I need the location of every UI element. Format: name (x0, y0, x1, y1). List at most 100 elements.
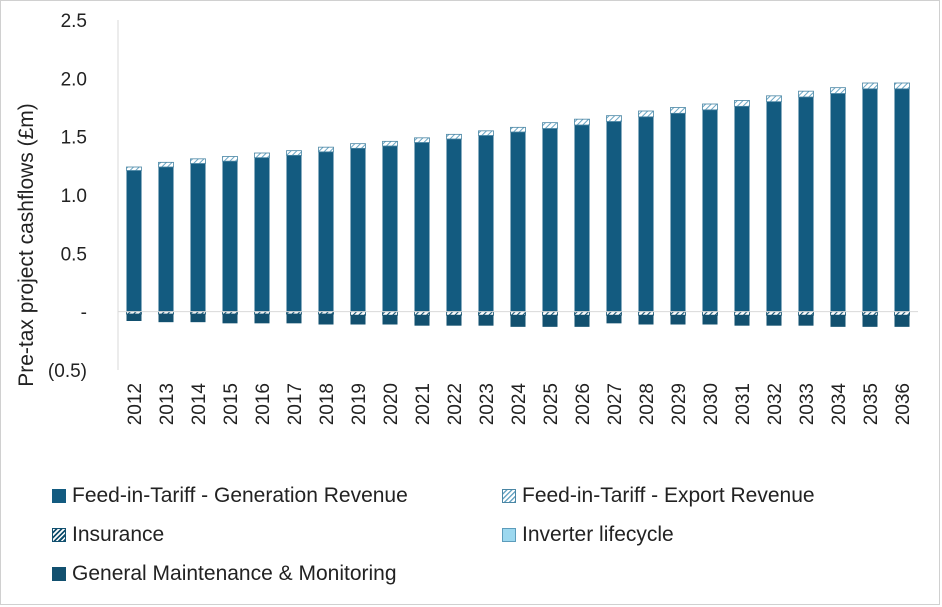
bar-feed-in-tariff-export-revenue-2028 (638, 110, 654, 118)
bar-general-maintenance-monitoring-2034 (830, 315, 846, 327)
y-tick-label: 0.5 (61, 244, 87, 265)
x-tick-label: 2013 (157, 383, 178, 425)
bar-general-maintenance-monitoring-2023 (478, 315, 494, 326)
bar-insurance-2032 (766, 311, 782, 316)
bar-general-maintenance-monitoring-2027 (606, 315, 622, 324)
bar-general-maintenance-monitoring-2014 (190, 314, 206, 323)
bar-feed-in-tariff-export-revenue-2032 (766, 95, 782, 103)
x-tick-label: 2025 (541, 383, 562, 425)
bar-feed-in-tariff-generation-revenue-2029 (670, 113, 686, 312)
bar-feed-in-tariff-export-revenue-2014 (190, 158, 206, 164)
x-tick-label: 2023 (477, 383, 498, 425)
bar-feed-in-tariff-export-revenue-2019 (350, 143, 366, 149)
bar-feed-in-tariff-generation-revenue-2023 (478, 135, 494, 312)
x-tick-label: 2030 (701, 383, 722, 425)
bar-general-maintenance-monitoring-2016 (254, 314, 270, 324)
bar-feed-in-tariff-export-revenue-2029 (670, 107, 686, 114)
bar-general-maintenance-monitoring-2024 (510, 315, 526, 327)
bar-feed-in-tariff-export-revenue-2034 (830, 87, 846, 94)
bar-feed-in-tariff-generation-revenue-2030 (702, 109, 718, 312)
bar-feed-in-tariff-generation-revenue-2024 (510, 132, 526, 312)
legend-item-export-revenue: Feed-in-Tariff - Export Revenue (502, 484, 815, 508)
bar-feed-in-tariff-generation-revenue-2017 (286, 155, 302, 312)
bar-insurance-2020 (382, 311, 398, 316)
bar-insurance-2026 (574, 311, 590, 316)
bar-feed-in-tariff-generation-revenue-2036 (894, 88, 910, 312)
bar-feed-in-tariff-generation-revenue-2033 (798, 97, 814, 312)
bar-feed-in-tariff-generation-revenue-2015 (222, 161, 238, 312)
bar-feed-in-tariff-generation-revenue-2021 (414, 142, 430, 312)
bar-feed-in-tariff-export-revenue-2026 (574, 118, 590, 126)
bar-feed-in-tariff-generation-revenue-2013 (158, 167, 174, 312)
bar-feed-in-tariff-export-revenue-2012 (126, 166, 142, 171)
x-tick-label: 2021 (413, 383, 434, 425)
bar-feed-in-tariff-generation-revenue-2012 (126, 170, 142, 312)
bar-insurance-2036 (894, 311, 910, 316)
x-tick-label: 2027 (605, 383, 626, 425)
bar-general-maintenance-monitoring-2028 (638, 315, 654, 325)
bar-feed-in-tariff-generation-revenue-2022 (446, 139, 462, 312)
bar-insurance-2028 (638, 311, 654, 316)
bar-feed-in-tariff-generation-revenue-2027 (606, 121, 622, 312)
x-tick-label: 2015 (221, 383, 242, 425)
legend-label: Feed-in-Tariff - Generation Revenue (72, 484, 408, 507)
bar-feed-in-tariff-export-revenue-2036 (894, 82, 910, 90)
bar-feed-in-tariff-generation-revenue-2014 (190, 163, 206, 312)
bar-insurance-2024 (510, 311, 526, 316)
bar-feed-in-tariff-export-revenue-2021 (414, 137, 430, 143)
bar-feed-in-tariff-generation-revenue-2020 (382, 146, 398, 312)
bar-feed-in-tariff-export-revenue-2020 (382, 140, 398, 147)
legend-label: Inverter lifecycle (522, 523, 674, 546)
legend-label: Feed-in-Tariff - Export Revenue (522, 484, 815, 507)
bar-feed-in-tariff-export-revenue-2025 (542, 122, 558, 129)
bar-feed-in-tariff-export-revenue-2030 (702, 103, 718, 111)
bar-insurance-2021 (414, 311, 430, 316)
bar-insurance-2034 (830, 311, 846, 316)
bar-feed-in-tariff-generation-revenue-2028 (638, 116, 654, 312)
y-axis-title: Pre-tax project cashflows (£m) (15, 103, 38, 387)
bar-feed-in-tariff-export-revenue-2027 (606, 115, 622, 122)
bar-insurance-2019 (350, 311, 366, 316)
bar-feed-in-tariff-export-revenue-2018 (318, 146, 334, 153)
bar-feed-in-tariff-generation-revenue-2032 (766, 101, 782, 312)
bar-general-maintenance-monitoring-2030 (702, 315, 718, 325)
x-tick-label: 2031 (733, 383, 754, 425)
x-tick-label: 2035 (861, 383, 882, 425)
y-axis-tick-labels: 2.5 2.0 1.5 1.0 0.5 - (0.5) (48, 11, 87, 382)
bar-insurance-2027 (606, 311, 622, 316)
legend-item-insurance: Insurance (52, 523, 164, 547)
legend-swatch-hatch-light-icon (502, 489, 516, 503)
bar-general-maintenance-monitoring-2019 (350, 315, 366, 325)
bar-general-maintenance-monitoring-2020 (382, 315, 398, 325)
bar-feed-in-tariff-export-revenue-2024 (510, 126, 526, 133)
x-tick-label: 2017 (285, 383, 306, 425)
x-tick-label: 2036 (893, 383, 914, 425)
bar-feed-in-tariff-generation-revenue-2026 (574, 125, 590, 312)
bar-general-maintenance-monitoring-2026 (574, 315, 590, 327)
y-tick-label: - (81, 303, 87, 324)
bar-general-maintenance-monitoring-2036 (894, 315, 910, 327)
bar-general-maintenance-monitoring-2031 (734, 315, 750, 326)
bar-feed-in-tariff-generation-revenue-2035 (862, 88, 878, 312)
legend-item-generation-revenue: Feed-in-Tariff - Generation Revenue (52, 484, 408, 508)
y-tick-label: 2.5 (61, 11, 87, 32)
x-tick-label: 2016 (253, 383, 274, 425)
x-tick-label: 2028 (637, 383, 658, 425)
x-tick-label: 2014 (189, 383, 210, 426)
x-tick-label: 2032 (765, 383, 786, 425)
bar-feed-in-tariff-generation-revenue-2031 (734, 106, 750, 312)
legend-swatch-solid-icon (52, 489, 66, 503)
bar-general-maintenance-monitoring-2022 (446, 315, 462, 326)
bar-insurance-2025 (542, 311, 558, 316)
x-axis-tick-labels: 2012 2013 2014 2015 2016 2017 2018 2019 2020 2021… (125, 383, 914, 426)
bar-general-maintenance-monitoring-2013 (158, 314, 174, 323)
bar-insurance-2030 (702, 311, 718, 316)
bar-feed-in-tariff-export-revenue-2033 (798, 90, 814, 98)
x-tick-label: 2024 (509, 383, 530, 426)
bar-insurance-2035 (862, 311, 878, 316)
bar-general-maintenance-monitoring-2029 (670, 315, 686, 325)
bar-general-maintenance-monitoring-2025 (542, 315, 558, 327)
x-tick-label: 2033 (797, 383, 818, 425)
